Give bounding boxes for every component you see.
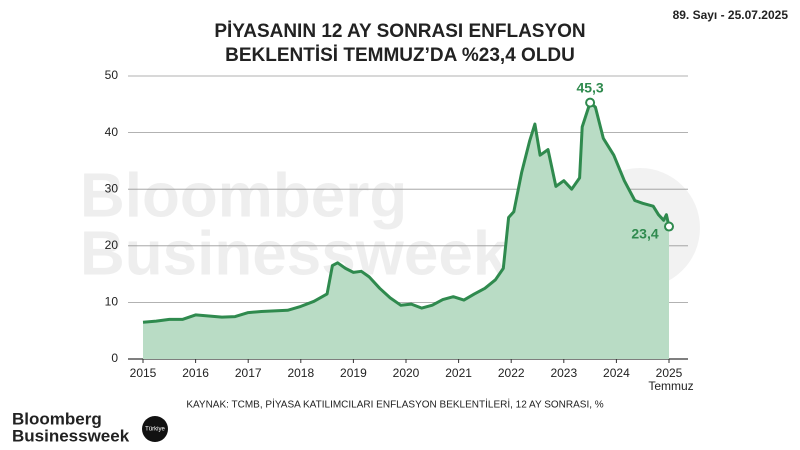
x-tick-label: 2024 (603, 366, 630, 380)
logo: Businessweek (12, 426, 130, 445)
data-label: 45,3 (576, 79, 603, 95)
chart-title: BEKLENTİSİ TEMMUZ’DA %23,4 OLDU (225, 45, 575, 66)
logo: Bloomberg (12, 409, 102, 428)
y-tick-label: 10 (105, 295, 119, 309)
source: KAYNAK: TCMB, PİYASA KATILIMCILARI ENFLA… (186, 398, 603, 411)
watermark-text: Bloomberg (80, 161, 407, 230)
x-note: Temmuz (648, 379, 693, 393)
data-label: 23,4 (631, 225, 658, 241)
x-tick-label: 2022 (498, 366, 525, 380)
y-tick-label: 40 (105, 125, 119, 139)
logo-badge (142, 416, 168, 442)
x-tick-label: 2018 (287, 366, 314, 380)
plot: 0 10 20 30 40 50 2015 2016 2017 2018 2019 2020 2021 2… (105, 68, 694, 393)
x-tick-label: 2025 (656, 366, 683, 380)
issue-date: 89. Sayı - 25.07.2025 (673, 8, 789, 22)
x-tick-label: 2017 (235, 366, 262, 380)
chart-title: PİYASANIN 12 AY SONRASI ENFLASYON (214, 21, 585, 42)
x-tick-label: 2021 (445, 366, 472, 380)
y-tick-label: 50 (105, 68, 119, 82)
point-marker (585, 97, 596, 108)
x-tick-label: 2020 (393, 366, 420, 380)
x-tick-label: 2023 (550, 366, 577, 380)
y-tick-label: 30 (105, 181, 119, 195)
point-marker (664, 221, 674, 232)
x-tick-label: 2016 (182, 366, 209, 380)
watermark-text: Businessweek (80, 219, 508, 288)
watermark: Bloomberg Businessweek (80, 161, 508, 288)
area (143, 102, 669, 359)
line (142, 101, 671, 324)
x-tick-label: 2019 (340, 366, 367, 380)
y-tick-label: 20 (105, 238, 119, 252)
logo-badge-text: Türkiye (145, 427, 165, 433)
y-tick-label: 0 (111, 351, 118, 365)
x-tick-label: 2015 (130, 366, 157, 380)
